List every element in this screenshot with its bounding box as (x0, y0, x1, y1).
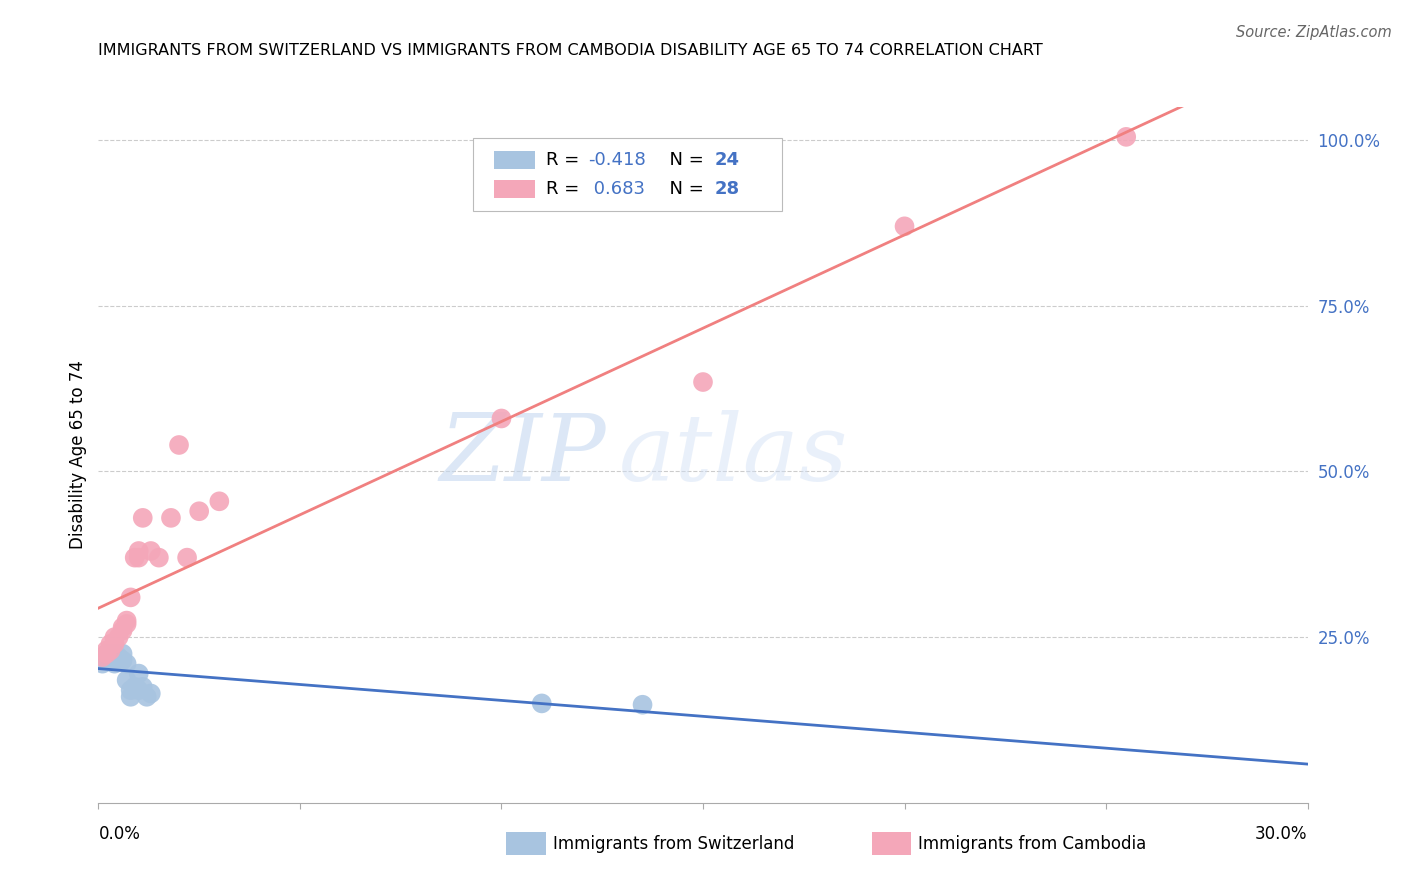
Point (128, 550, 150, 565)
Point (91, 650, 114, 665)
Point (120, 690, 142, 704)
Point (111, 624, 134, 638)
Point (100, 643, 122, 657)
Point (139, 544, 162, 558)
Point (631, 698, 654, 712)
Text: 24: 24 (716, 152, 740, 169)
Point (96, 647, 118, 661)
Point (96, 647, 118, 661)
Text: Immigrants from Switzerland: Immigrants from Switzerland (553, 835, 794, 853)
Point (103, 637, 125, 651)
Point (176, 550, 198, 565)
Point (530, 697, 553, 711)
Text: Immigrants from Cambodia: Immigrants from Cambodia (918, 835, 1146, 853)
Point (1115, 129, 1137, 144)
Point (128, 683, 150, 698)
Point (107, 650, 129, 665)
Point (103, 657, 125, 671)
Point (132, 511, 155, 525)
Text: -0.418: -0.418 (588, 152, 645, 169)
Point (167, 438, 190, 452)
Point (120, 591, 142, 605)
FancyBboxPatch shape (494, 152, 534, 169)
FancyBboxPatch shape (474, 138, 782, 211)
Text: 0.683: 0.683 (588, 180, 645, 198)
Point (139, 686, 162, 700)
Text: 28: 28 (716, 180, 740, 198)
Text: atlas: atlas (619, 410, 848, 500)
Point (115, 614, 138, 628)
Point (107, 630, 129, 644)
Point (91, 650, 114, 665)
Text: 0.0%: 0.0% (98, 825, 141, 843)
Text: Source: ZipAtlas.com: Source: ZipAtlas.com (1236, 25, 1392, 40)
Point (111, 653, 134, 667)
Text: IMMIGRANTS FROM SWITZERLAND VS IMMIGRANTS FROM CAMBODIA DISABILITY AGE 65 TO 74 : IMMIGRANTS FROM SWITZERLAND VS IMMIGRANT… (98, 43, 1043, 58)
Text: 30.0%: 30.0% (1256, 825, 1308, 843)
Point (124, 550, 146, 565)
Point (115, 673, 138, 688)
Point (100, 653, 122, 667)
Point (160, 511, 183, 525)
Point (124, 680, 146, 694)
Point (100, 637, 122, 651)
Point (148, 550, 170, 565)
FancyBboxPatch shape (494, 180, 534, 198)
Point (692, 375, 714, 389)
Point (893, 219, 915, 234)
Point (115, 657, 138, 671)
Point (111, 647, 134, 661)
Text: R =: R = (546, 152, 585, 169)
Point (188, 504, 211, 518)
Point (103, 630, 125, 644)
Point (128, 666, 150, 681)
Point (115, 616, 138, 631)
Point (103, 647, 125, 661)
Text: ZIP: ZIP (440, 410, 606, 500)
Y-axis label: Disability Age 65 to 74: Disability Age 65 to 74 (69, 360, 87, 549)
Point (491, 411, 513, 425)
Point (91, 657, 114, 671)
Point (96, 643, 118, 657)
Point (135, 690, 157, 704)
Point (96, 653, 118, 667)
Point (111, 620, 134, 634)
Point (208, 494, 231, 508)
Text: N =: N = (658, 152, 710, 169)
Point (128, 544, 150, 558)
Point (107, 653, 129, 667)
Point (120, 683, 142, 698)
Point (132, 680, 155, 694)
Text: N =: N = (658, 180, 710, 198)
Text: R =: R = (546, 180, 585, 198)
Point (100, 650, 122, 665)
